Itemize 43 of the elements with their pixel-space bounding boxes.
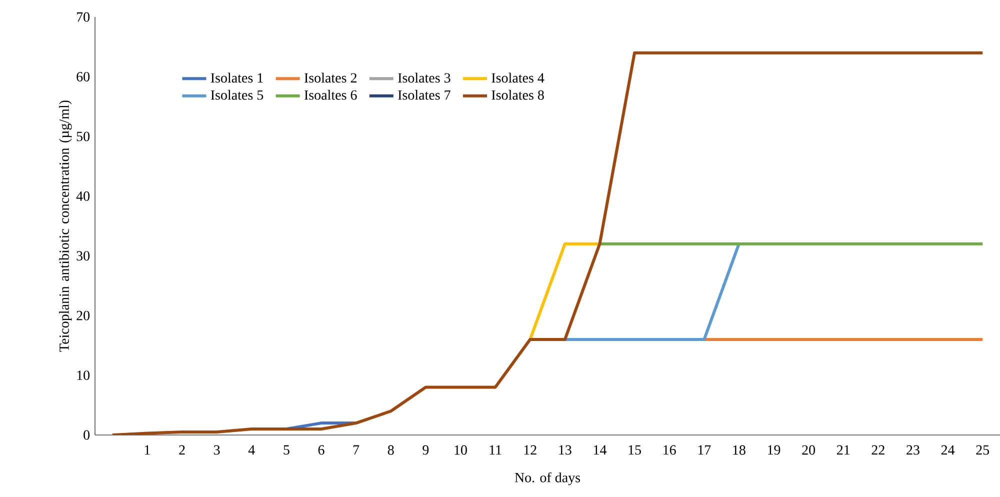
x-tick-label: 14 xyxy=(594,445,606,455)
y-tick-label: 20 xyxy=(76,310,90,320)
y-tick-label: 60 xyxy=(76,72,90,82)
x-tick-label: 10 xyxy=(454,445,467,455)
x-tick-label: 5 xyxy=(284,445,290,455)
legend-label: Isolates 2 xyxy=(304,72,356,83)
x-tick-label: 9 xyxy=(422,445,429,455)
x-tick-label: 21 xyxy=(836,445,850,455)
y-tick-label: 50 xyxy=(76,132,90,142)
x-tick-label: 22 xyxy=(872,445,884,455)
y-tick-label: 10 xyxy=(77,370,90,380)
x-tick-label: 11 xyxy=(490,445,502,455)
x-tick-label: 12 xyxy=(524,445,536,455)
x-tick-label: 23 xyxy=(906,445,920,455)
x-tick-label: 17 xyxy=(698,445,711,455)
x-axis-title: No. of days xyxy=(514,472,580,486)
x-tick-label: 4 xyxy=(248,445,255,454)
x-tick-label: 20 xyxy=(802,445,816,455)
x-tick-label: 3 xyxy=(214,445,220,455)
legend-label: Isolates 1 xyxy=(210,72,263,83)
x-tick-label: 19 xyxy=(768,445,780,455)
legend-label: Isoaltes 6 xyxy=(304,90,357,100)
x-tick-label: 2 xyxy=(179,445,185,455)
x-tick-label: 7 xyxy=(353,445,360,454)
legend-label: Isolates 5 xyxy=(210,90,264,100)
x-tick-label: 16 xyxy=(664,445,676,455)
y-tick-label: 70 xyxy=(76,12,90,22)
x-tick-label: 6 xyxy=(318,445,324,455)
x-tick-label: 24 xyxy=(941,445,955,455)
legend-label: Isolates 4 xyxy=(492,72,544,83)
x-tick-label: 25 xyxy=(976,445,990,455)
x-tick-label: 13 xyxy=(559,445,572,455)
y-axis-title: Teicoplanin antibiotic concentration (µg/ml) xyxy=(59,100,72,352)
legend-label: Isolates 3 xyxy=(398,72,450,83)
x-tick-label: 18 xyxy=(733,445,746,455)
legend-label: Isolates 8 xyxy=(492,90,544,100)
y-tick-label: 40 xyxy=(76,191,90,201)
x-tick-label: 15 xyxy=(628,445,641,455)
x-tick-label: 8 xyxy=(388,445,394,455)
y-tick-label: 0 xyxy=(84,430,90,440)
y-tick-label: 30 xyxy=(76,251,90,261)
x-tick-label: 1 xyxy=(144,445,150,455)
legend-label: Isolates 7 xyxy=(398,90,450,100)
